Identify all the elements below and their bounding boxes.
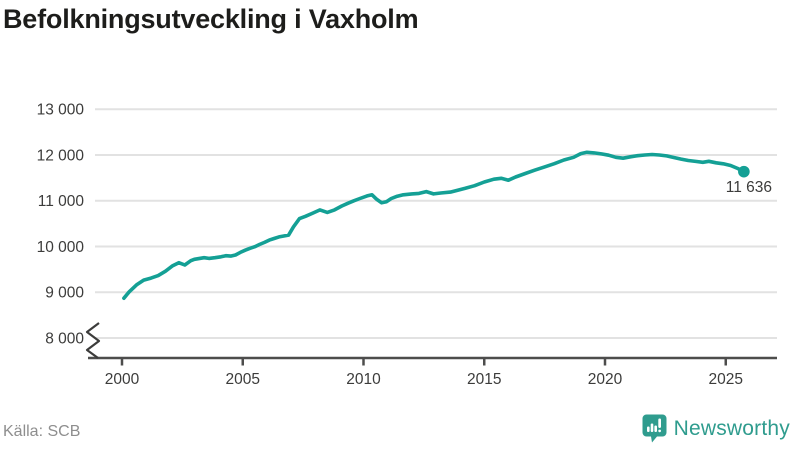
population-series-line [122, 150, 750, 301]
x-tick-label: 2010 [346, 371, 381, 388]
y-tick-label: 8 000 [45, 330, 84, 347]
x-tick-label: 2000 [105, 371, 140, 388]
y-tick-label: 11 000 [38, 193, 85, 210]
x-tick-label: 2005 [226, 371, 260, 388]
y-tick-label: 9 000 [45, 285, 84, 302]
newsworthy-logo[interactable]: Newsworthy [642, 414, 790, 443]
axis-break-zigzag [85, 322, 101, 359]
x-tick-label: 2025 [709, 371, 743, 388]
x-tick-label: 2020 [588, 371, 623, 388]
newsworthy-bubble-chart-icon [642, 414, 667, 443]
last-point-marker [738, 165, 750, 178]
x-axis: 2000 2005 2010 2015 2020 2025 [88, 356, 777, 388]
axis-break-squiggle-icon [85, 322, 101, 359]
gridlines [95, 108, 777, 339]
x-tick-label: 2015 [467, 371, 501, 388]
population-line [122, 150, 746, 301]
newsworthy-wordmark: Newsworthy [673, 416, 790, 440]
source-note: Källa: SCB [3, 423, 81, 440]
chart-title: Befolkningsutveckling i Vaxholm [3, 4, 419, 34]
y-axis-labels: 8 000 9 000 10 000 11 000 12 000 13 000 [37, 102, 85, 348]
y-tick-label: 10 000 [37, 239, 85, 256]
last-value-label: 11 636 [725, 179, 772, 196]
y-tick-label: 13 000 [37, 102, 85, 119]
y-tick-label: 12 000 [37, 147, 85, 164]
